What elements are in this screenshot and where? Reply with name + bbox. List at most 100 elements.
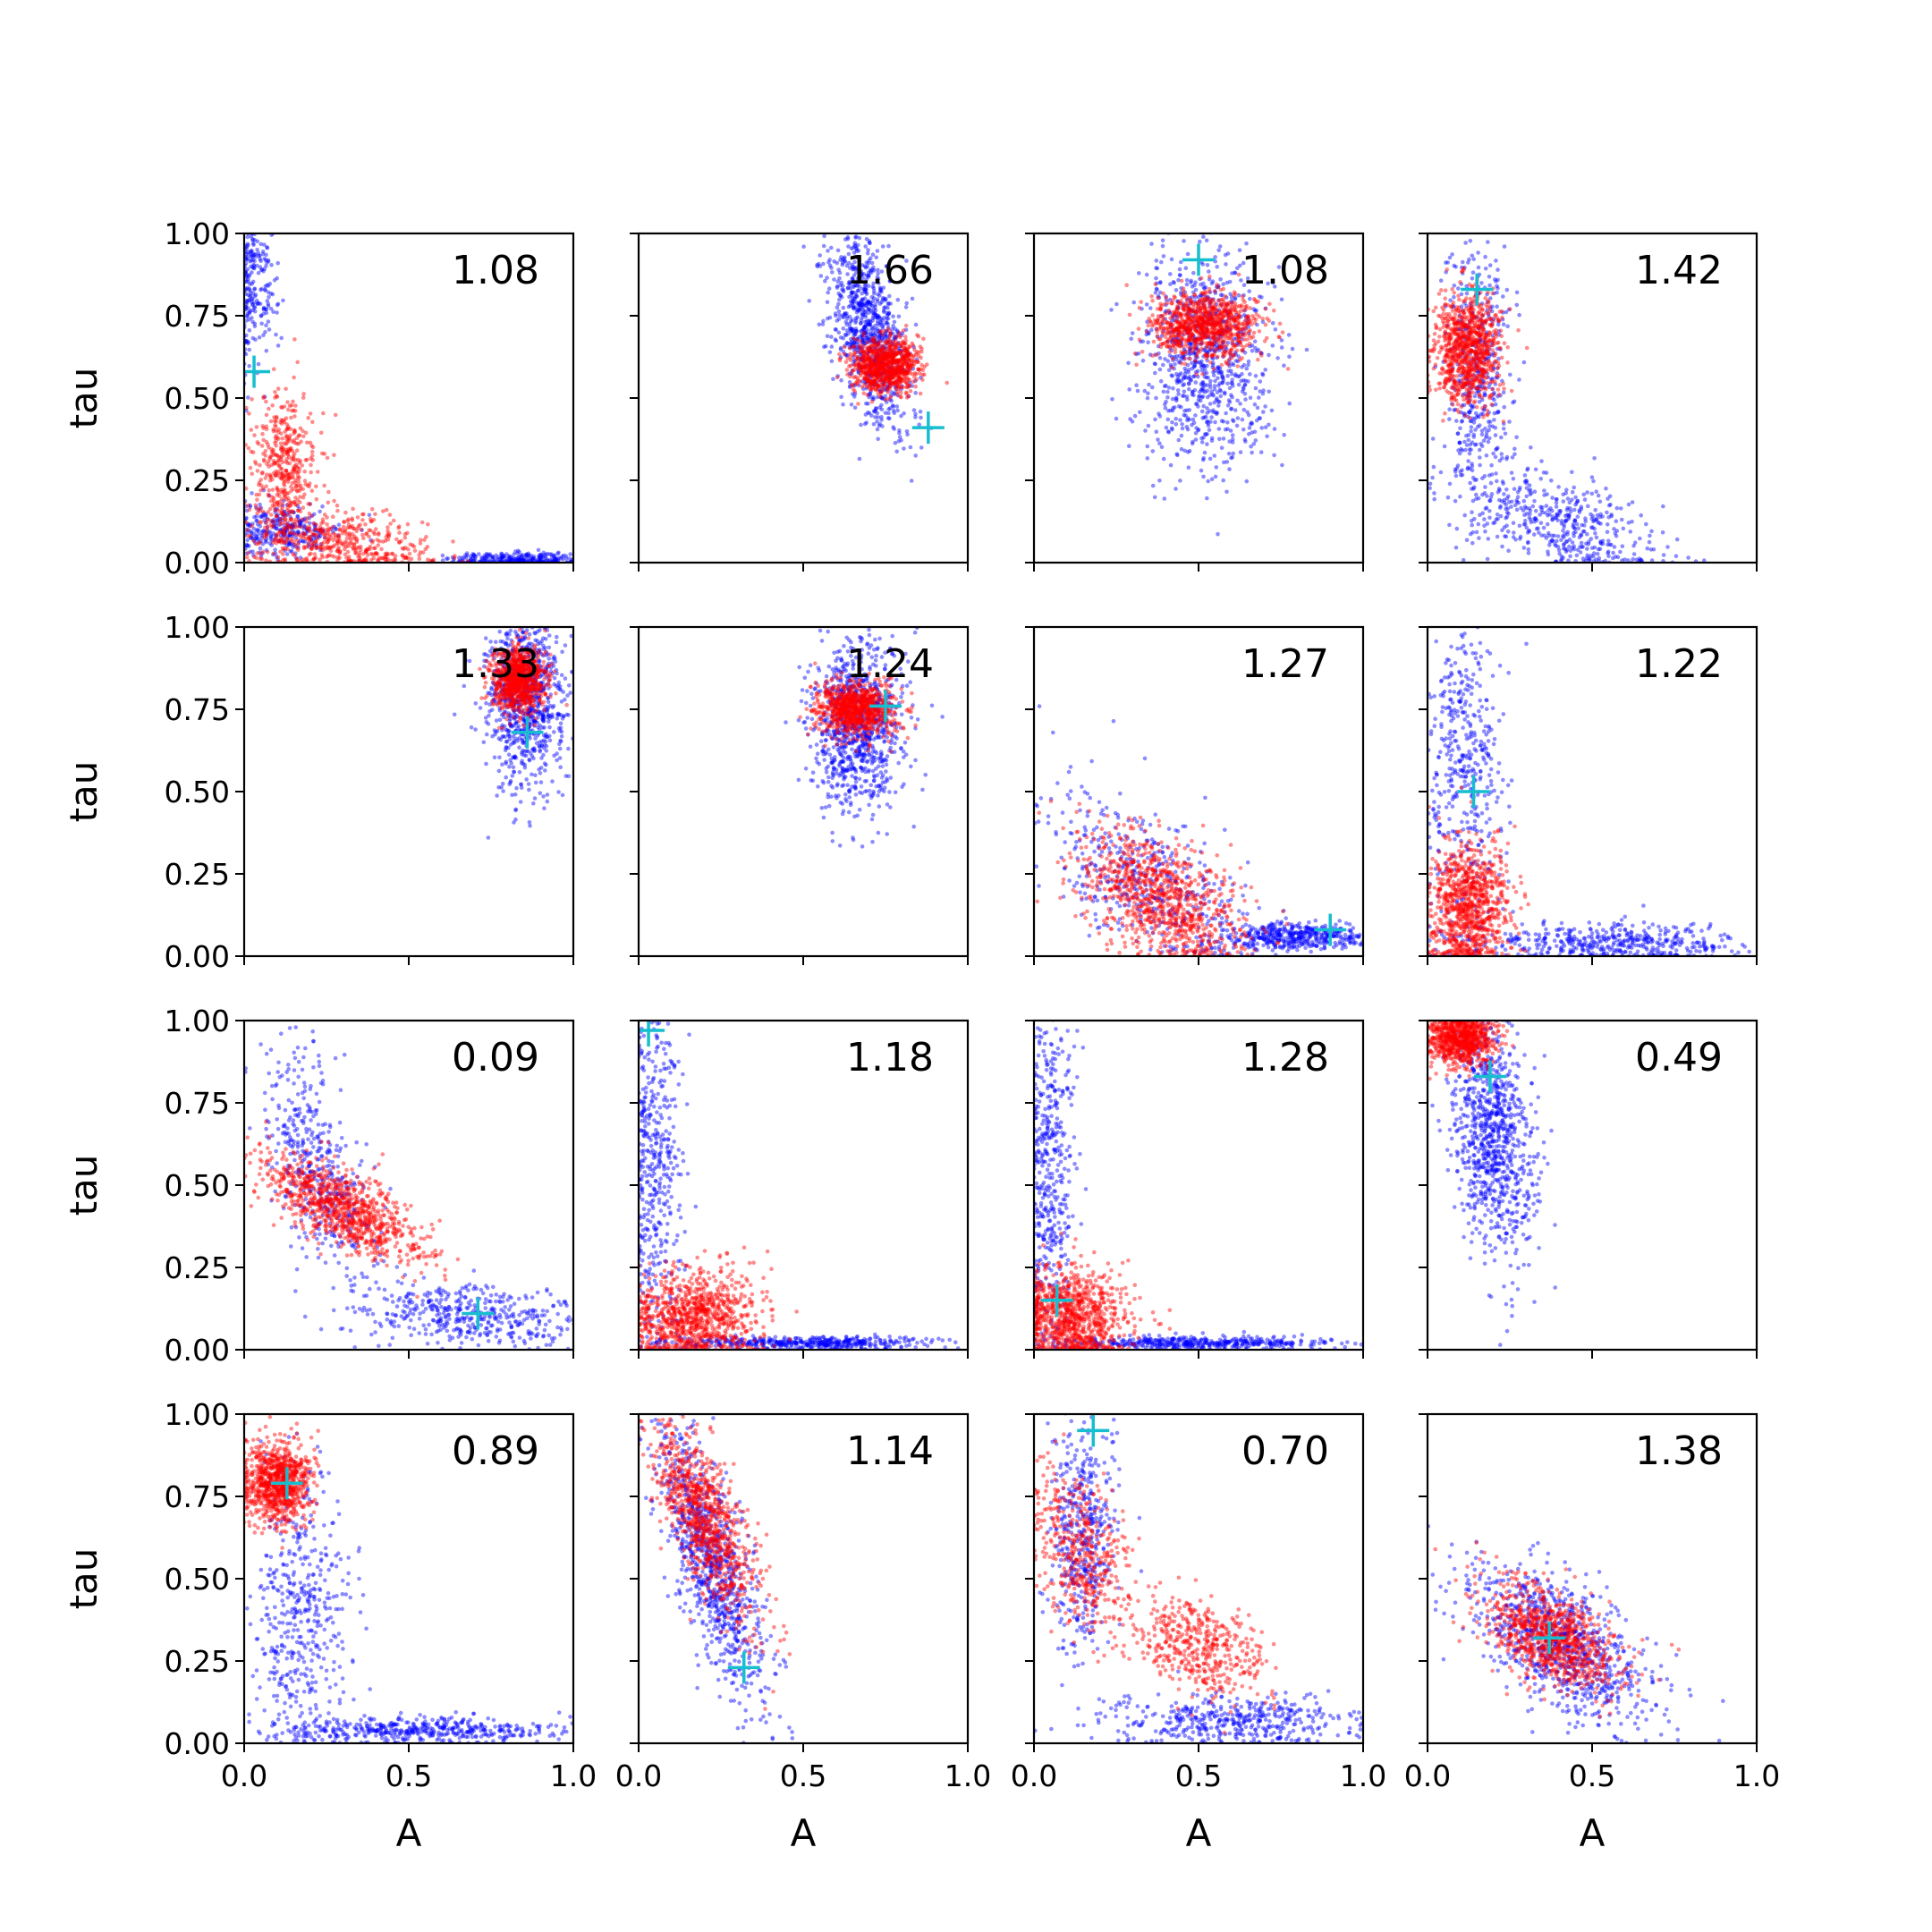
point xyxy=(843,353,849,358)
point xyxy=(887,381,893,386)
point xyxy=(284,386,288,392)
point xyxy=(1210,353,1215,358)
point xyxy=(282,527,287,531)
point xyxy=(913,322,919,327)
point xyxy=(244,277,249,282)
point xyxy=(288,533,292,538)
point xyxy=(897,369,902,373)
point xyxy=(310,445,316,450)
point xyxy=(827,350,833,355)
point xyxy=(843,311,848,316)
point xyxy=(855,242,860,248)
point xyxy=(318,528,323,532)
point xyxy=(857,361,861,366)
point xyxy=(1161,328,1166,334)
point xyxy=(866,248,870,252)
point xyxy=(882,378,887,384)
point xyxy=(1190,284,1195,289)
point xyxy=(296,541,301,547)
point xyxy=(1204,375,1209,380)
point xyxy=(280,505,284,510)
point xyxy=(284,503,290,507)
point xyxy=(1230,394,1234,400)
point xyxy=(275,513,279,519)
point xyxy=(250,471,255,476)
point xyxy=(891,352,895,356)
point xyxy=(844,341,850,345)
point xyxy=(289,523,293,528)
point xyxy=(866,299,871,303)
point xyxy=(1216,376,1220,381)
point xyxy=(499,558,504,563)
point xyxy=(311,536,317,541)
point xyxy=(869,389,873,394)
point xyxy=(863,303,869,308)
point xyxy=(861,330,867,335)
point xyxy=(1175,318,1180,323)
point xyxy=(880,362,886,367)
point xyxy=(499,555,504,561)
point xyxy=(1170,314,1175,319)
point xyxy=(877,356,881,361)
point xyxy=(867,273,871,278)
point xyxy=(1223,252,1228,258)
point xyxy=(1226,360,1231,366)
point xyxy=(851,303,856,309)
point xyxy=(865,345,870,351)
point xyxy=(261,529,267,533)
point xyxy=(1259,351,1264,356)
point xyxy=(1237,340,1241,344)
point xyxy=(883,357,888,362)
point xyxy=(860,302,864,308)
point xyxy=(321,520,326,524)
point xyxy=(861,370,866,376)
point xyxy=(868,393,872,397)
point xyxy=(1170,408,1175,413)
point xyxy=(887,344,893,350)
point xyxy=(1213,311,1218,317)
point xyxy=(868,358,872,362)
point xyxy=(904,390,909,395)
point xyxy=(301,434,306,439)
point xyxy=(250,279,256,284)
point xyxy=(1197,299,1202,303)
point xyxy=(884,320,889,325)
point xyxy=(412,548,418,553)
point xyxy=(1184,394,1190,399)
point xyxy=(377,555,382,560)
point xyxy=(314,484,318,489)
point xyxy=(1158,326,1164,330)
point xyxy=(1186,318,1191,323)
point xyxy=(1211,369,1216,375)
point xyxy=(1277,335,1282,340)
point xyxy=(264,399,268,404)
point xyxy=(865,352,870,358)
point xyxy=(1187,331,1191,335)
point xyxy=(1163,402,1167,407)
point xyxy=(275,275,280,281)
point xyxy=(292,463,297,469)
point xyxy=(356,523,361,529)
point xyxy=(862,342,868,346)
point xyxy=(328,535,334,539)
point xyxy=(301,531,306,536)
point xyxy=(921,336,926,342)
point xyxy=(862,296,868,301)
point xyxy=(869,370,873,376)
point xyxy=(855,356,860,361)
point xyxy=(1217,326,1222,332)
point xyxy=(895,364,900,369)
point xyxy=(1199,440,1205,445)
point xyxy=(886,352,891,358)
point xyxy=(244,274,249,279)
point xyxy=(1182,389,1187,394)
point xyxy=(1224,322,1229,327)
point xyxy=(862,353,868,359)
point xyxy=(896,369,902,374)
point xyxy=(1173,346,1178,352)
point xyxy=(486,557,491,562)
point xyxy=(908,352,912,356)
point xyxy=(877,372,882,377)
point xyxy=(1140,339,1146,344)
point xyxy=(863,363,869,369)
